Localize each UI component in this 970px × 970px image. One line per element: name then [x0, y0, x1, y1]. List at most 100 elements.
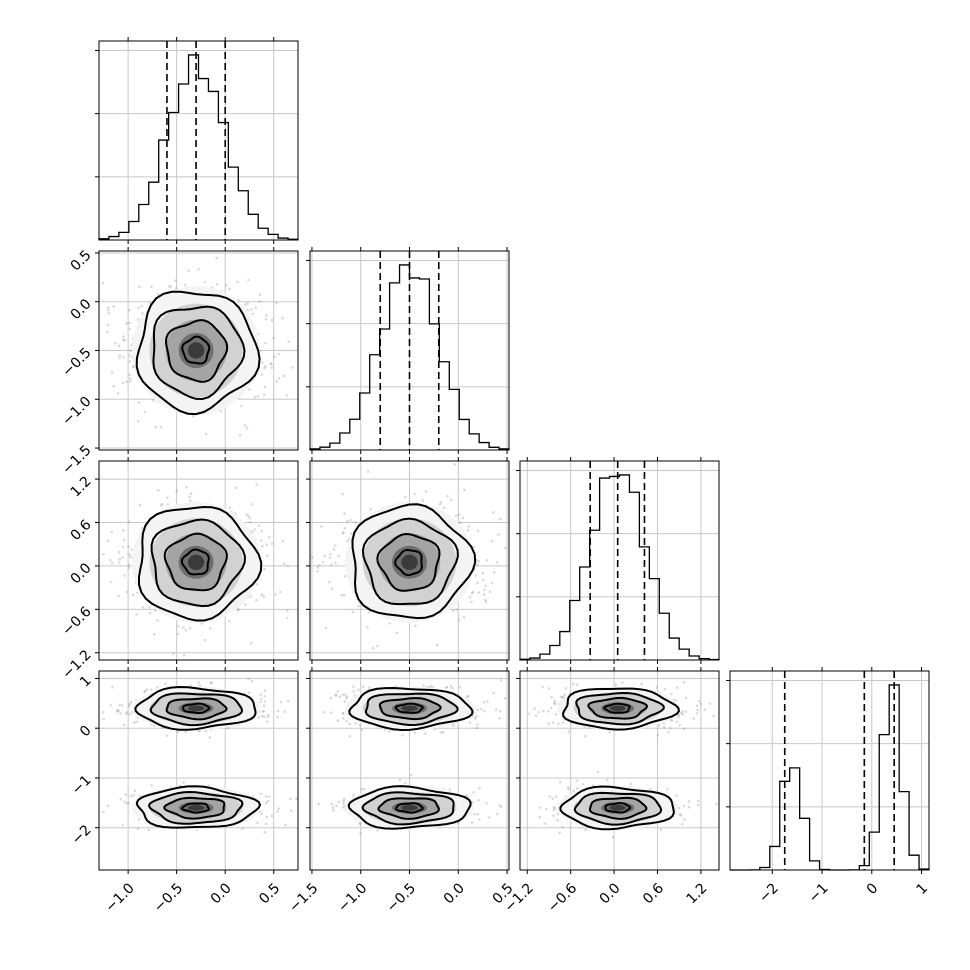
scatter-point [145, 688, 149, 691]
scatter-point [123, 339, 126, 342]
y-tick-label: −0.6 [59, 604, 94, 639]
scatter-point [102, 717, 106, 721]
scatter-point [554, 795, 558, 798]
scatter-point [188, 495, 191, 499]
scatter-point [251, 312, 255, 316]
contour-line-2 [164, 319, 229, 383]
joint-panel-0-1 [95, 247, 299, 454]
contour-line-3 [604, 802, 632, 814]
scatter-point [348, 734, 352, 738]
scatter-point [538, 816, 542, 819]
scatter-point [248, 521, 252, 524]
x-tick-label: 1.2 [683, 880, 710, 907]
scatter-point [463, 488, 466, 492]
contour-line-1 [149, 692, 244, 727]
contour-line-1 [575, 691, 665, 726]
scatter-point [468, 595, 472, 599]
scatter-point [106, 539, 110, 543]
scatter-point [341, 806, 345, 809]
scatter-point [403, 781, 407, 785]
scatter-point [401, 733, 404, 737]
scatter-point [376, 828, 379, 832]
scatter-point [247, 278, 250, 282]
scatter-point [121, 556, 124, 559]
scatter-point [551, 797, 554, 800]
scatter-point [270, 814, 274, 818]
scatter-point [110, 561, 114, 565]
scatter-point [357, 604, 361, 608]
contour-line-0 [561, 687, 680, 731]
scatter-point [421, 499, 424, 502]
x-tick-label: −0.6 [545, 880, 580, 915]
scatter-point [537, 711, 541, 714]
scatter-point [316, 569, 319, 573]
scatter-point [257, 524, 261, 528]
scatter-point [117, 344, 121, 348]
scatter-point [656, 734, 660, 737]
scatter-point [245, 426, 249, 430]
scatter-point [388, 622, 392, 625]
scatter-point [122, 338, 125, 342]
scatter-point [277, 807, 280, 810]
marginal-panel-0 [95, 37, 299, 244]
scatter-point [334, 694, 338, 697]
scatter-point [342, 531, 345, 535]
contour-line-0 [138, 505, 263, 622]
scatter-point [558, 831, 561, 835]
scatter-point [329, 711, 333, 714]
scatter-point [259, 693, 263, 697]
scatter-point [383, 728, 387, 732]
scatter-point [277, 352, 280, 356]
scatter-point [533, 707, 536, 710]
scatter-point [267, 535, 271, 539]
scatter-point [125, 801, 128, 805]
scatter-point [499, 517, 502, 521]
scatter-point [295, 797, 298, 800]
scatter-point [429, 684, 433, 688]
scatter-point [121, 381, 125, 385]
contour-line-1 [364, 692, 459, 727]
scatter-point [413, 731, 417, 734]
scatter-point [572, 789, 576, 793]
scatter-point [484, 584, 488, 588]
scatter-point [276, 810, 279, 813]
scatter-point [132, 593, 135, 597]
contour-line-2 [376, 532, 441, 592]
scatter-point [366, 626, 369, 629]
scatter-point [247, 514, 250, 518]
scatter-point [174, 279, 177, 282]
x-tick-label: 0.5 [256, 880, 283, 907]
scatter-point [696, 803, 700, 807]
scatter-point [435, 643, 439, 647]
scatter-point [260, 373, 264, 376]
scatter-point [413, 492, 417, 496]
scatter-point [687, 805, 691, 809]
scatter-point [442, 506, 446, 510]
scatter-point [262, 715, 266, 718]
scatter-point [189, 499, 192, 502]
scatter-point [538, 806, 541, 809]
scatter-point [137, 306, 140, 310]
x-tick-label: −1.0 [102, 880, 137, 915]
scatter-point [457, 821, 460, 825]
scatter-point [340, 593, 343, 597]
axes-frame [519, 460, 720, 661]
scatter-point [135, 720, 138, 723]
scatter-point [197, 267, 200, 271]
scatter-point [454, 514, 458, 517]
contour-line-2 [587, 696, 648, 720]
scatter-point [345, 695, 348, 698]
scatter-point [285, 616, 289, 620]
scatter-point [102, 552, 105, 556]
x-tick-label: −0.5 [151, 880, 186, 915]
scatter-point [127, 566, 131, 569]
histogram-2 [519, 474, 720, 661]
scatter-point [422, 684, 425, 687]
scatter-point [674, 699, 677, 702]
scatter-point [264, 364, 267, 368]
scatter-point [336, 690, 340, 693]
contour-line-0 [351, 503, 477, 620]
scatter-point [675, 720, 679, 724]
scatter-point [106, 306, 110, 309]
scatter-point [499, 805, 503, 808]
